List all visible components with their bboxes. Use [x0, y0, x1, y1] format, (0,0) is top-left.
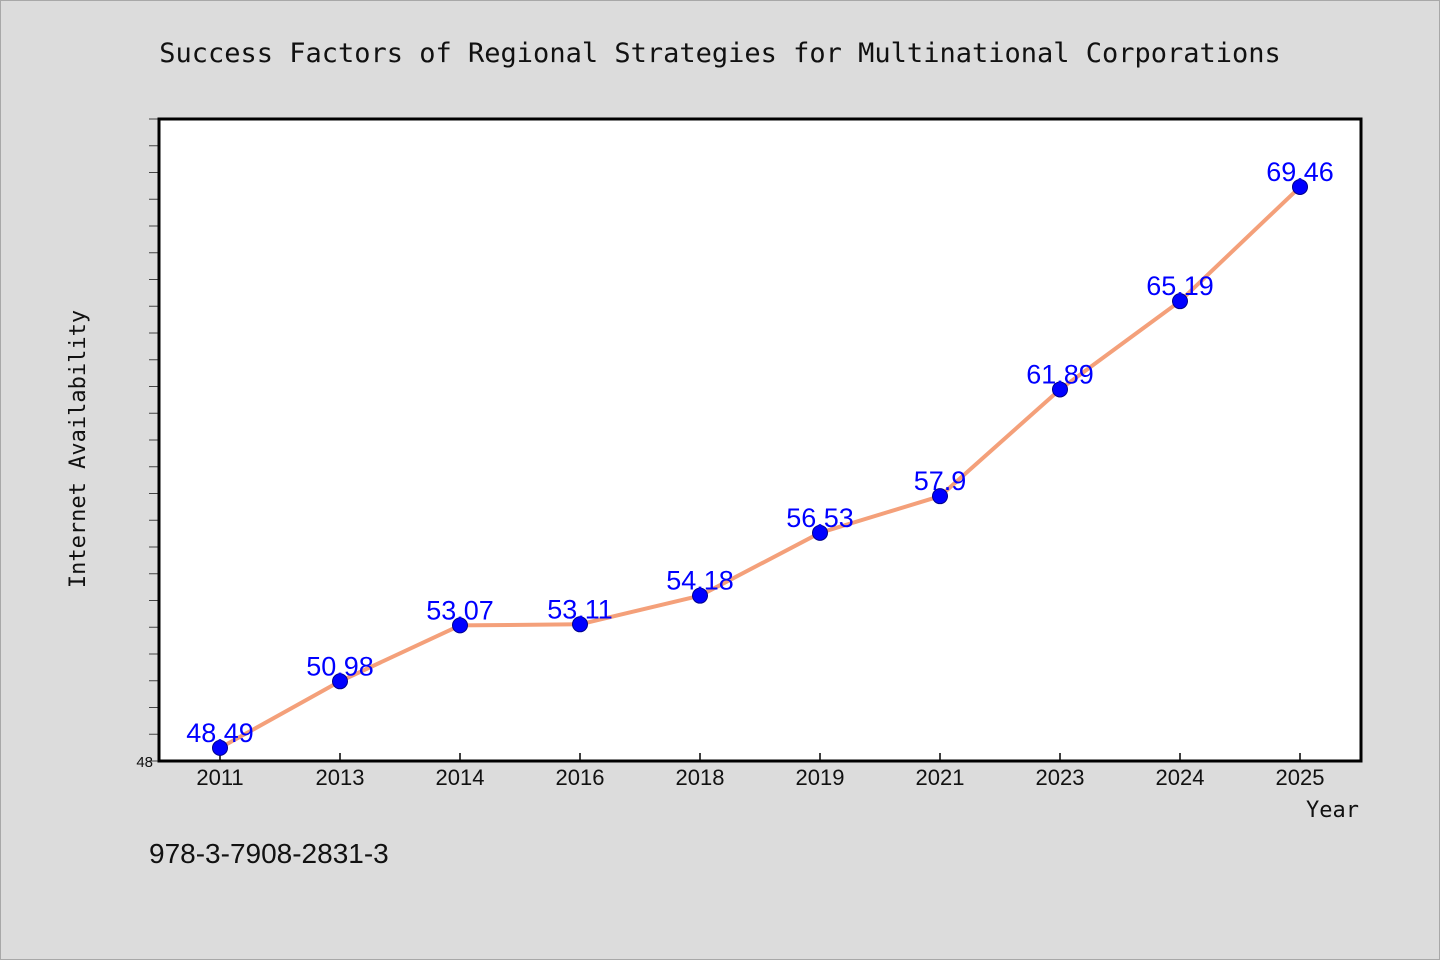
chart-title: Success Factors of Regional Strategies f…	[159, 38, 1281, 69]
data-label: 53.07	[426, 595, 494, 625]
data-label: 48.49	[186, 718, 254, 748]
x-tick-label: 2011	[196, 765, 243, 790]
y-axis-ticks: 48	[136, 118, 159, 771]
x-tick-label: 2025	[1276, 765, 1325, 790]
data-point	[452, 617, 468, 634]
data-point	[1292, 178, 1308, 195]
data-point	[212, 739, 228, 756]
isbn-footer: 978-3-7908-2831-3	[149, 838, 389, 869]
data-label: 69.46	[1266, 157, 1334, 187]
x-tick-label: 2019	[796, 765, 845, 790]
x-tick-label: 2018	[676, 765, 725, 790]
data-point	[332, 673, 348, 690]
data-label: 61.89	[1026, 359, 1094, 389]
x-axis-ticks: 2011 2013 2014 2016 2018 2019 2021 2023 2024 2025	[196, 753, 1324, 790]
data-labels: 48.49 50.98 53.07 53.11 54.18 56.53 57.9 61.89 6…	[186, 157, 1334, 748]
data-label: 57.9	[914, 466, 967, 496]
y-tick-label: 48	[136, 754, 153, 771]
plot-frame	[157, 117, 1363, 763]
y-axis-label: Internet Availability	[66, 310, 91, 588]
data-point	[1052, 381, 1068, 398]
x-axis-label: Year	[1306, 798, 1359, 823]
data-point	[572, 616, 588, 633]
x-tick-label: 2016	[556, 765, 605, 790]
data-label: 50.98	[306, 651, 374, 681]
data-point	[932, 488, 948, 505]
data-label: 65.19	[1146, 271, 1214, 301]
data-label: 54.18	[666, 566, 734, 596]
plot-area	[159, 119, 1361, 761]
x-tick-label: 2024	[1156, 765, 1205, 790]
series-layer	[212, 178, 1308, 756]
data-point	[692, 587, 708, 604]
series-line	[219, 185, 1302, 750]
x-tick-label: 2023	[1036, 765, 1085, 790]
x-tick-label: 2014	[436, 765, 485, 790]
data-point	[1172, 293, 1188, 310]
data-label: 53.11	[547, 594, 613, 624]
data-label: 56.53	[786, 503, 854, 533]
x-tick-label: 2021	[916, 765, 965, 790]
x-tick-label: 2013	[316, 765, 365, 790]
data-point	[812, 524, 828, 541]
